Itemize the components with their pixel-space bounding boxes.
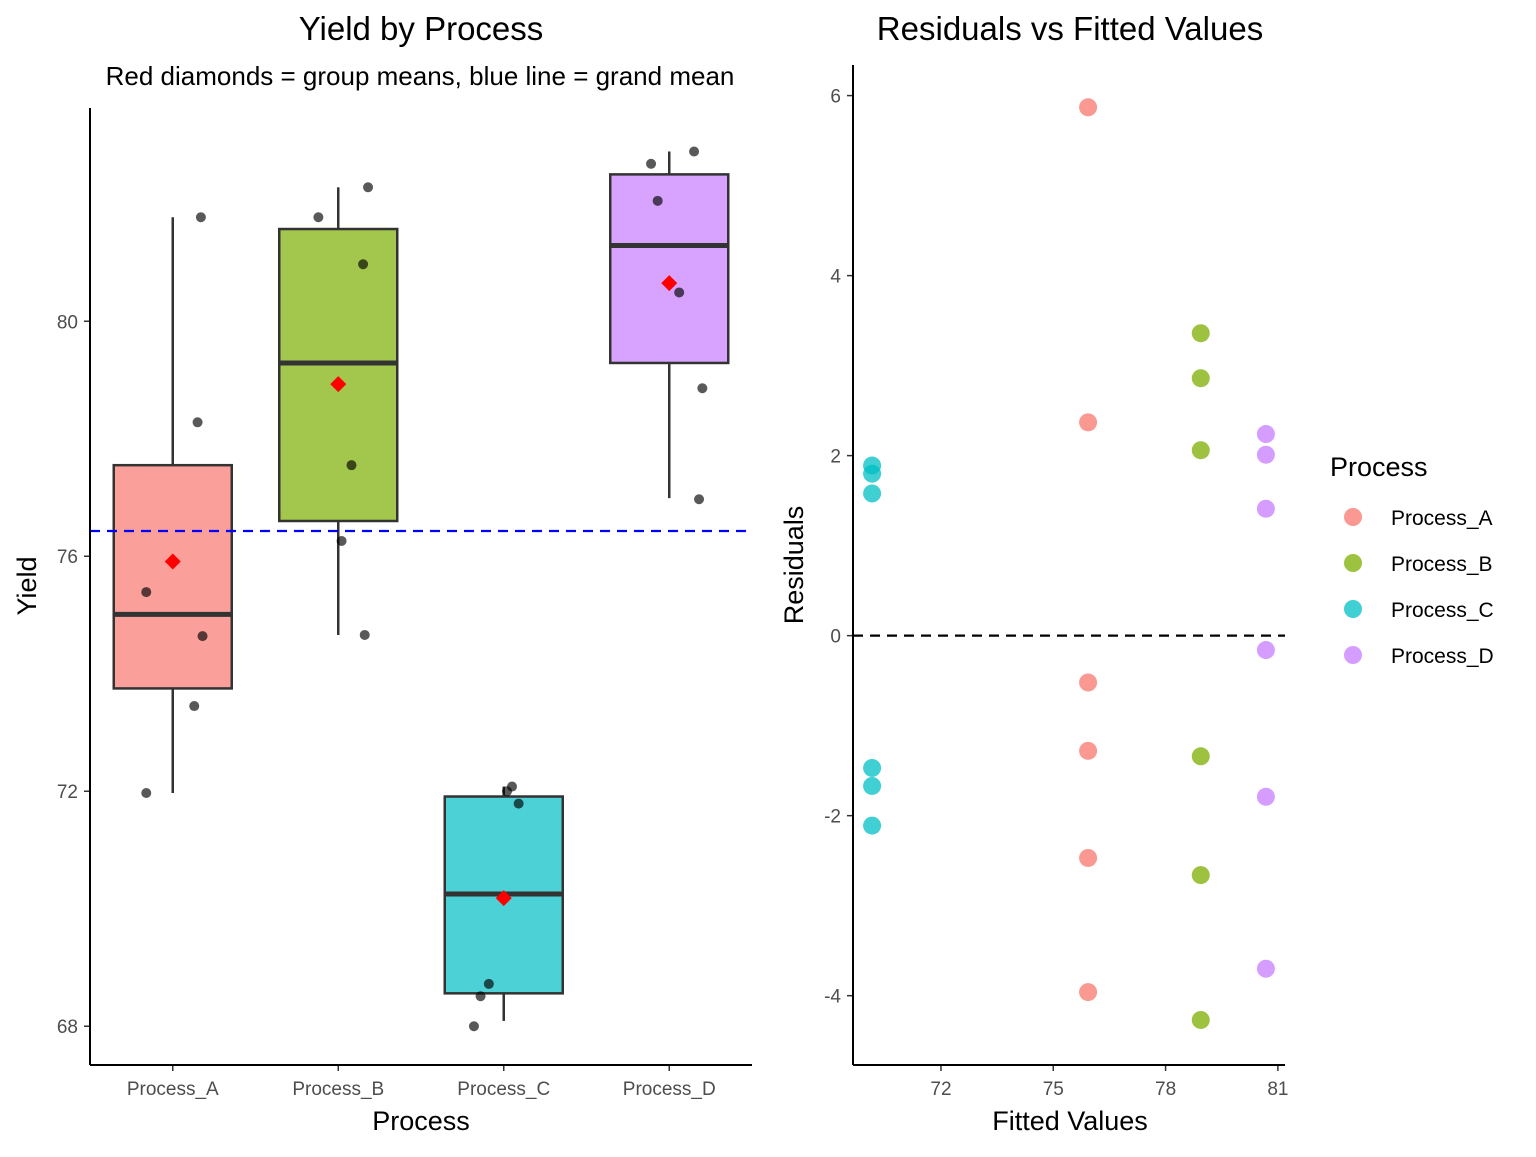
right-chart-title: Residuals vs Fitted Values <box>877 10 1263 47</box>
residual-point-Process_B <box>1191 324 1210 343</box>
box-Process_B <box>278 227 399 523</box>
residual-point-Process_A <box>1079 983 1098 1002</box>
data-point <box>336 535 347 546</box>
residual-point-Process_D <box>1256 445 1275 464</box>
data-point <box>195 212 206 223</box>
data-point <box>192 417 203 428</box>
y-tick-label: 0 <box>830 627 841 648</box>
x-tick-label: Process_A <box>127 1079 219 1100</box>
left-x-axis-label: Process <box>372 1106 470 1136</box>
x-tick-label: 75 <box>1043 1079 1064 1100</box>
data-point <box>674 287 685 298</box>
residual-point-Process_D <box>1256 499 1275 518</box>
data-point <box>697 383 708 394</box>
data-point <box>483 978 494 989</box>
data-point <box>652 195 663 206</box>
residual-point-Process_A <box>1079 848 1098 867</box>
data-point <box>363 182 374 193</box>
residual-point-Process_D <box>1256 959 1275 978</box>
group-mean-diamond <box>164 553 181 570</box>
right-plot-panel: -4 -2 0 2 4 6 72 75 78 81 <box>824 65 1288 1100</box>
residual-point-Process_C <box>863 484 882 503</box>
data-point <box>689 146 700 157</box>
y-tick-label: -4 <box>824 987 841 1008</box>
x-tick-label: 72 <box>930 1079 951 1100</box>
left-chart-title: Yield by Process <box>299 10 544 47</box>
data-point <box>646 158 657 169</box>
y-tick-label: 76 <box>57 547 78 568</box>
x-tick-label: 78 <box>1155 1079 1176 1100</box>
residual-point-Process_C <box>863 776 882 795</box>
x-tick-label: Process_C <box>457 1079 550 1100</box>
legend-key-Process_B <box>1344 554 1362 572</box>
data-point <box>141 787 152 798</box>
y-tick-label: 68 <box>57 1017 78 1038</box>
residual-point-Process_B <box>1191 441 1210 460</box>
data-point <box>513 798 524 809</box>
y-tick-label: 4 <box>830 267 841 288</box>
data-point <box>189 701 200 712</box>
residual-point-Process_D <box>1256 425 1275 444</box>
legend-key-Process_D <box>1344 646 1362 664</box>
group-mean-diamond <box>495 890 512 907</box>
left-y-axis-label: Yield <box>12 556 42 615</box>
y-tick-label: 80 <box>57 312 78 333</box>
residual-point-Process_D <box>1256 787 1275 806</box>
data-point <box>502 786 513 797</box>
data-point <box>346 460 357 471</box>
data-point <box>475 991 486 1002</box>
group-mean-diamond <box>661 275 678 292</box>
legend-label: Process_D <box>1391 645 1494 668</box>
legend-label: Process_B <box>1391 553 1493 576</box>
legend-label: Process_A <box>1391 507 1493 530</box>
residual-point-Process_B <box>1191 369 1210 388</box>
legend-key-Process_C <box>1344 600 1362 618</box>
box-Process_A <box>112 463 233 690</box>
data-point <box>141 587 152 598</box>
y-tick-label: 2 <box>830 447 841 468</box>
legend-label: Process_C <box>1391 599 1494 622</box>
residual-point-Process_A <box>1079 413 1098 432</box>
residual-point-Process_B <box>1191 1010 1210 1029</box>
y-tick-label: 72 <box>57 782 78 803</box>
box-Process_D <box>609 173 730 365</box>
left-plot-panel: 68 72 76 80 Process_A Process_B Process_C Proce… <box>57 108 752 1100</box>
data-point <box>694 494 705 505</box>
group-mean-diamond <box>330 376 347 393</box>
data-point <box>468 1021 479 1032</box>
data-point <box>313 212 324 223</box>
residual-point-Process_A <box>1079 741 1098 760</box>
x-tick-label: 81 <box>1267 1079 1288 1100</box>
residual-point-Process_B <box>1191 747 1210 766</box>
residual-point-Process_A <box>1079 673 1098 692</box>
y-tick-label: 6 <box>830 87 841 108</box>
residual-point-Process_D <box>1256 641 1275 660</box>
data-point <box>197 631 208 642</box>
legend-key-Process_A <box>1344 508 1362 526</box>
data-point <box>359 629 370 640</box>
left-chart-subtitle: Red diamonds = group means, blue line = … <box>106 61 735 91</box>
residual-point-Process_C <box>863 758 882 777</box>
y-tick-label: -2 <box>824 807 841 828</box>
residual-point-Process_A <box>1079 98 1098 117</box>
legend: Process_A Process_B Process_C Process_D <box>1344 507 1494 668</box>
residual-point-Process_C <box>863 464 882 483</box>
right-x-axis-label: Fitted Values <box>992 1106 1148 1136</box>
legend-title: Process <box>1330 452 1428 482</box>
residual-point-Process_C <box>863 816 882 835</box>
right-y-axis-label: Residuals <box>779 506 809 625</box>
x-tick-label: Process_B <box>292 1079 384 1100</box>
x-tick-label: Process_D <box>623 1079 716 1100</box>
data-point <box>358 259 369 270</box>
residual-point-Process_B <box>1191 866 1210 885</box>
